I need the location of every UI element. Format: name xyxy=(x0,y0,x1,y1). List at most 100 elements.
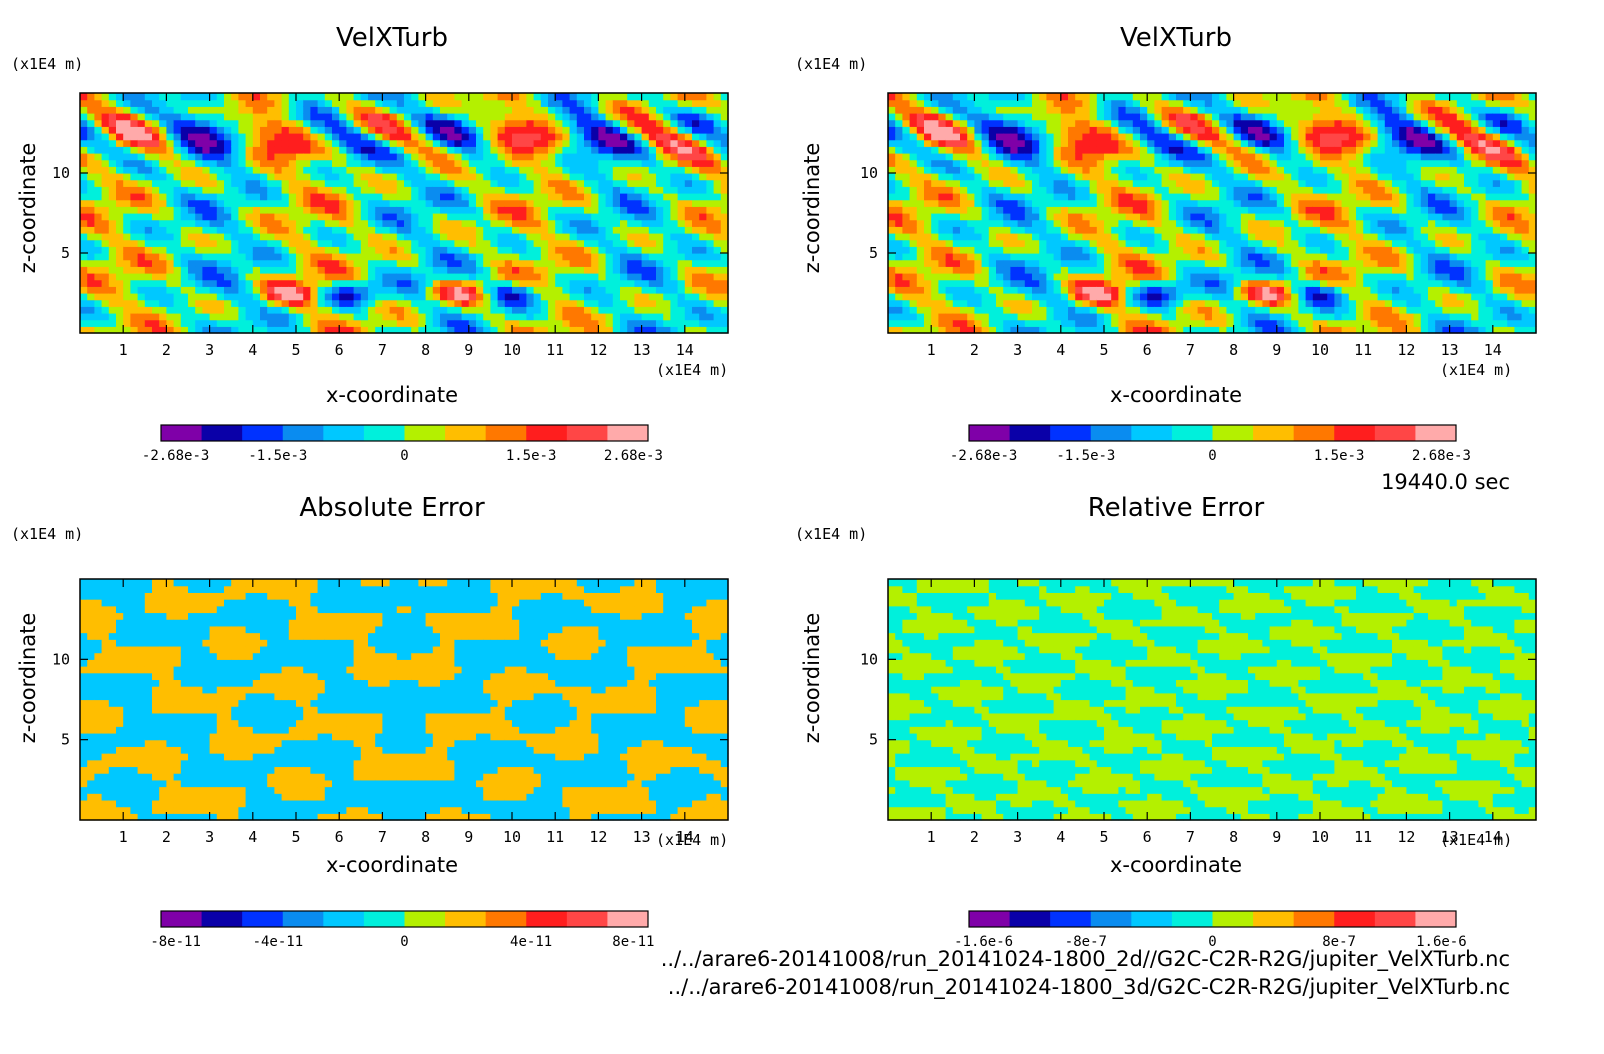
heatmap-cell xyxy=(418,153,427,161)
heatmap-cell xyxy=(209,259,218,267)
heatmap-cell xyxy=(1089,99,1098,107)
heatmap-cell xyxy=(101,186,110,194)
heatmap-cell xyxy=(895,173,903,181)
heatmap-cell xyxy=(1161,133,1170,141)
heatmap-cell xyxy=(548,99,556,107)
heatmap-cell xyxy=(274,233,283,241)
heatmap-cell xyxy=(562,179,571,187)
heatmap-cell xyxy=(677,293,686,301)
heatmap-cell xyxy=(368,233,376,241)
heatmap-cell xyxy=(1132,313,1141,321)
heatmap-cell xyxy=(1046,179,1055,187)
heatmap-cell xyxy=(396,173,405,181)
heatmap-cell xyxy=(888,253,896,261)
heatmap-cell xyxy=(1140,213,1148,221)
heatmap-cell xyxy=(641,326,650,334)
heatmap-cell xyxy=(605,113,614,121)
heatmap-cell xyxy=(195,99,203,107)
heatmap-cell xyxy=(130,173,139,181)
heatmap-cell xyxy=(224,319,232,327)
heatmap-cell xyxy=(648,186,657,194)
heatmap-cell xyxy=(612,306,621,314)
heatmap-cell xyxy=(252,146,261,154)
heatmap-cell xyxy=(1212,153,1220,161)
heatmap-cell xyxy=(663,119,671,127)
heatmap-cell xyxy=(375,106,383,114)
heatmap-cell xyxy=(504,93,513,101)
heatmap-cell xyxy=(504,133,513,141)
heatmap-cell xyxy=(1053,326,1062,334)
heatmap-cell xyxy=(152,213,160,221)
heatmap-cell xyxy=(648,286,657,294)
heatmap-cell xyxy=(605,166,614,174)
heatmap-cell xyxy=(296,279,304,287)
heatmap-cell xyxy=(952,99,961,107)
heatmap-cell xyxy=(94,133,103,141)
heatmap-cell xyxy=(974,173,983,181)
heatmap-cell xyxy=(94,146,103,154)
heatmap-cell xyxy=(461,206,470,214)
heatmap-cell xyxy=(895,286,903,294)
heatmap-cell xyxy=(1017,193,1026,201)
heatmap-cell xyxy=(584,113,592,121)
heatmap-cell xyxy=(497,319,506,327)
heatmap-cell xyxy=(382,126,391,134)
heatmap-cell xyxy=(461,226,470,234)
heatmap-cell xyxy=(627,186,635,194)
heatmap-cell xyxy=(692,173,700,181)
heatmap-cell xyxy=(684,219,693,227)
heatmap-cell xyxy=(180,319,189,327)
heatmap-cell xyxy=(137,286,146,294)
heatmap-cell xyxy=(981,126,990,134)
heatmap-cell xyxy=(468,266,477,274)
heatmap-cell xyxy=(468,293,477,301)
heatmap-cell xyxy=(533,146,542,154)
heatmap-cell xyxy=(1147,266,1155,274)
heatmap-cell xyxy=(137,313,146,321)
heatmap-cell xyxy=(909,166,918,174)
heatmap-cell xyxy=(360,133,369,141)
heatmap-cell xyxy=(202,266,211,274)
heatmap-cell xyxy=(548,213,556,221)
heatmap-cell xyxy=(418,246,427,254)
heatmap-cell xyxy=(548,219,556,227)
heatmap-cell xyxy=(562,206,571,214)
heatmap-cell xyxy=(641,246,650,254)
heatmap-cell xyxy=(562,99,571,107)
heatmap-cell xyxy=(967,113,975,121)
heatmap-cell xyxy=(238,279,247,287)
heatmap-cell xyxy=(555,253,563,261)
heatmap-cell xyxy=(1161,266,1170,274)
heatmap-cell xyxy=(130,166,139,174)
heatmap-cell xyxy=(303,159,311,167)
heatmap-cell xyxy=(188,219,196,227)
heatmap-cell xyxy=(1017,153,1026,161)
heatmap-cell xyxy=(87,193,95,201)
heatmap-cell xyxy=(1154,326,1163,334)
heatmap-cell xyxy=(137,93,146,101)
heatmap-cell xyxy=(699,313,707,321)
heatmap-cell xyxy=(360,226,369,234)
heatmap-cell xyxy=(555,239,563,247)
heatmap-cell xyxy=(548,253,556,261)
heatmap-cell xyxy=(468,146,477,154)
heatmap-cell xyxy=(1032,259,1040,267)
heatmap-cell xyxy=(519,186,527,194)
heatmap-cell xyxy=(1212,199,1220,207)
x-tick-label: 9 xyxy=(464,341,473,359)
heatmap-cell xyxy=(123,119,131,127)
heatmap-cell xyxy=(945,173,954,181)
heatmap-cell xyxy=(94,313,103,321)
heatmap-cell xyxy=(152,319,160,327)
heatmap-cell xyxy=(974,286,983,294)
heatmap-cell xyxy=(938,299,947,307)
heatmap-cell xyxy=(159,293,167,301)
heatmap-cell xyxy=(526,299,535,307)
heatmap-cell xyxy=(1010,99,1019,107)
heatmap-cell xyxy=(1046,293,1055,301)
heatmap-cell xyxy=(656,306,664,314)
heatmap-cell xyxy=(260,239,268,247)
heatmap-cell xyxy=(216,179,225,187)
heatmap-cell xyxy=(324,179,333,187)
heatmap-cell xyxy=(1161,139,1170,147)
